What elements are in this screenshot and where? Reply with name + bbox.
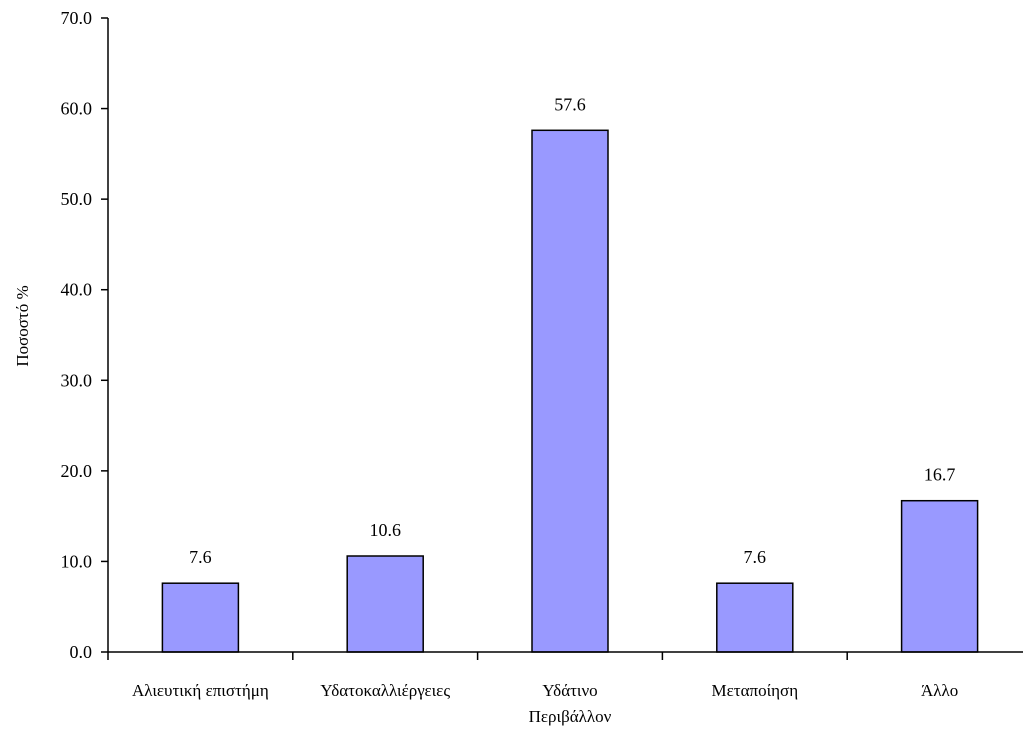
bars-layer: [161, 129, 979, 653]
y-axis-title: Ποσοστό %: [13, 285, 32, 366]
bar-value-label: 16.7: [924, 465, 956, 485]
x-tick-label: Υδατοκαλλιέργειες: [320, 681, 450, 700]
y-tick-label: 40.0: [61, 280, 93, 300]
bar: [716, 582, 794, 653]
y-tick-label: 20.0: [61, 461, 93, 481]
y-tick-label: 60.0: [61, 99, 93, 119]
bar-value-label: 57.6: [554, 94, 586, 114]
x-tick-label: Μεταποίηση: [712, 681, 799, 700]
bar-value-label: 10.6: [369, 520, 401, 540]
y-tick-label: 10.0: [61, 551, 93, 571]
bar-value-label: 7.6: [744, 547, 767, 567]
labels-layer: 7.6 Αλιευτική επιστήμη 10.6 Υδατοκαλλιέργει…: [61, 8, 959, 726]
y-tick-label: 50.0: [61, 189, 93, 209]
y-tick-label: 30.0: [61, 370, 93, 390]
x-tick-label: Αλιευτική επιστήμη: [132, 681, 269, 700]
bar: [900, 499, 979, 653]
x-tick-label: Άλλο: [921, 681, 958, 700]
x-tick-label: Περιβάλλον: [529, 707, 612, 726]
bar: [346, 555, 424, 653]
bar: [161, 582, 240, 653]
y-tick-label: 70.0: [61, 8, 93, 28]
bar: [531, 129, 609, 653]
axes-layer: [101, 17, 1023, 660]
bar-value-label: 7.6: [189, 547, 212, 567]
x-tick-label: Υδάτινο: [542, 681, 597, 700]
y-tick-label: 0.0: [70, 642, 93, 662]
